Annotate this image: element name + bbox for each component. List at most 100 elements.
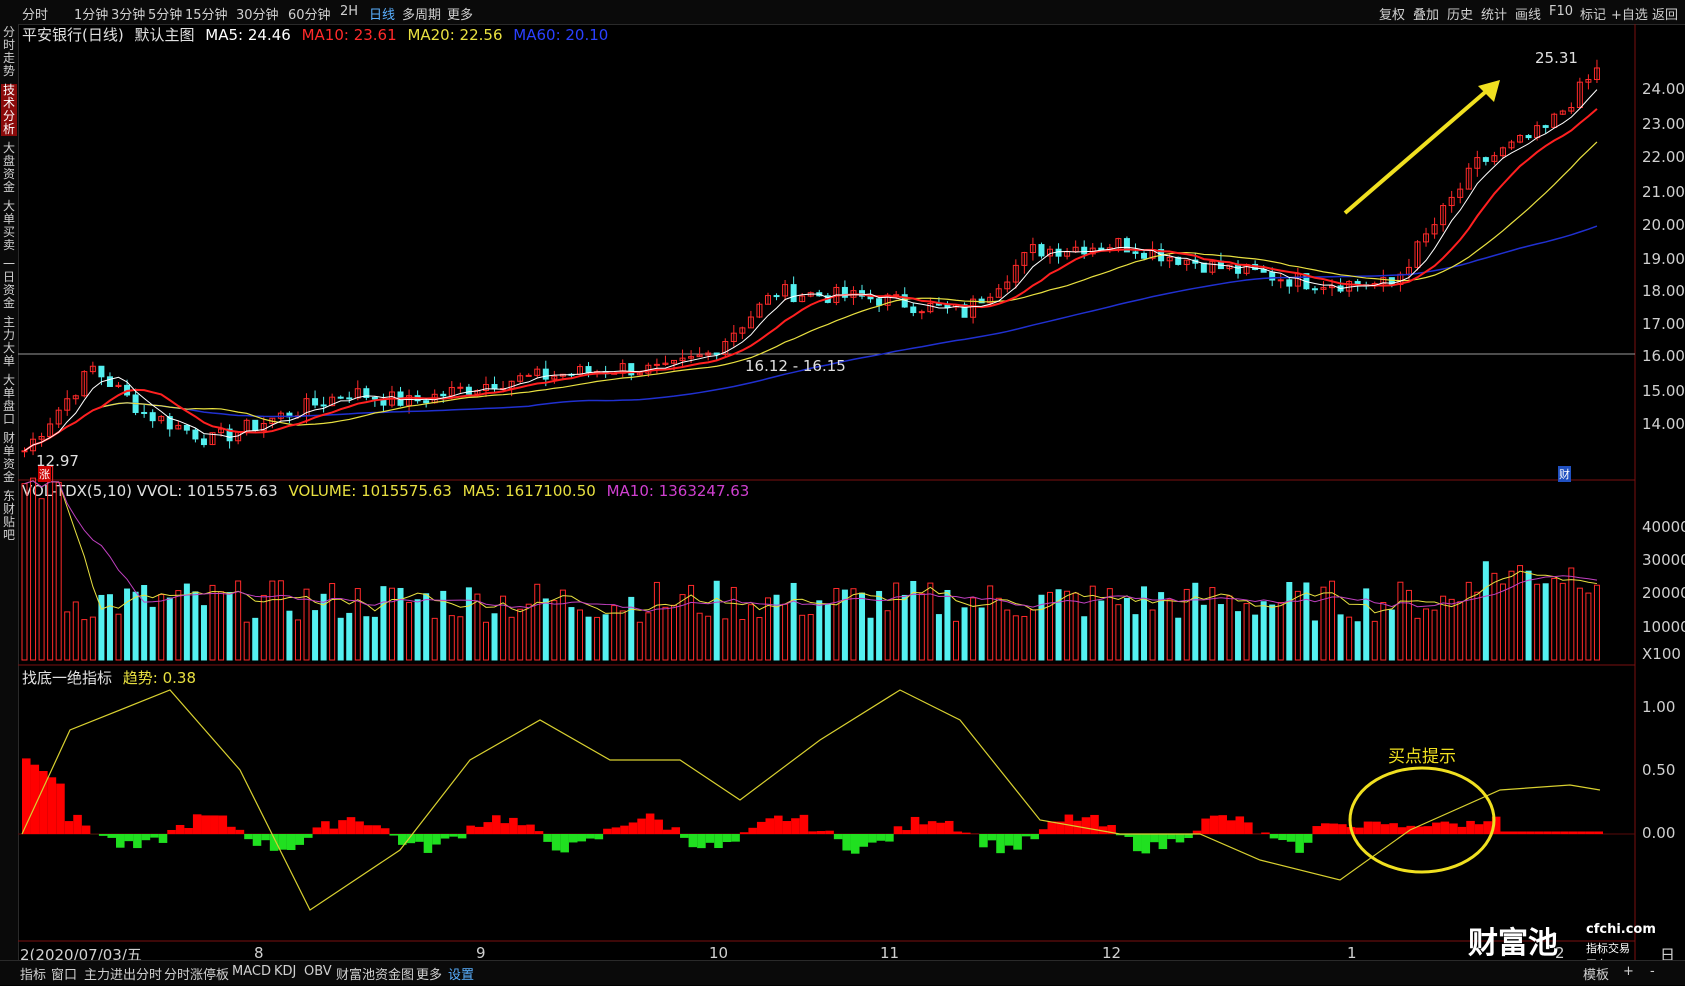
volume-bar [1287,583,1292,660]
template-button[interactable]: 模板 [1583,964,1609,983]
logo-brand: 财富池 [1468,918,1558,962]
indicator-bar [1227,820,1236,834]
indicator-bar [988,834,997,840]
volume-bar [1372,621,1377,660]
indicator-bar [1526,831,1535,834]
volume-bar [39,499,44,660]
volume-bar [868,618,873,660]
candle-body [338,397,343,398]
indicator-bar [125,834,134,841]
volume-bar [1594,585,1599,660]
indicator-bar [330,829,339,834]
candle-body [543,369,548,379]
candle-body [791,285,796,302]
indicator-bar [637,819,646,834]
tab-obv[interactable]: OBV [304,964,332,979]
indicator-bar [1475,824,1484,834]
volume-bar [971,598,976,660]
volume-bar [261,595,266,660]
volume-bar [1244,604,1249,660]
indicator-bar [364,825,373,834]
cfchi-logo: 财富池 cfchi.com 指标交易平台 [1468,918,1638,958]
volume-bar [1270,605,1275,660]
indicator-bar [1509,831,1518,834]
zoom-in-button[interactable]: + [1623,964,1634,979]
indicator-bar [116,834,125,848]
volume-bar [73,602,78,660]
indicator-bar [1090,815,1099,834]
volume-bar [988,586,993,660]
volume-bar [107,595,112,660]
tab-macd[interactable]: MACD [232,964,271,979]
volume-bar [714,581,719,660]
volume-bar [1347,617,1352,660]
zhang-badge[interactable]: 涨 [38,466,51,482]
indicator-bar [1535,831,1544,834]
volume-bar [595,617,600,660]
volume-bar [1278,603,1283,660]
tab-indicator[interactable]: 指标 [20,964,46,983]
indicator-bar [492,815,501,834]
candle-body [201,439,206,445]
indicator-bar [338,820,347,834]
volume-bar [253,618,258,660]
volume-bar [834,588,839,660]
volume-bar [176,591,181,660]
cai-badge[interactable]: 财 [1558,466,1571,482]
indicator-bar [1261,832,1270,834]
volume-bar [620,611,625,660]
volume-bar [1090,586,1095,660]
tab-kdj[interactable]: KDJ [274,964,296,979]
tab-more[interactable]: 更多 [416,964,442,983]
indicator-bar [1594,831,1603,834]
volume-bar [330,584,335,660]
indicator-bar [295,834,304,845]
indicator-bar [1321,823,1330,834]
indicator-bar [466,826,475,834]
candle-body [1526,136,1531,138]
high-price-label: 25.31 [1535,49,1578,67]
volume-bar [1236,612,1241,660]
volume-bar [1030,610,1035,660]
volume-bar [82,620,87,660]
volume-bar [295,620,300,660]
volume-bar [1218,605,1223,660]
volume-bar [432,618,437,660]
volume-bar [1577,588,1582,660]
candle-body [184,425,189,430]
indicator-bar [22,758,31,834]
tab-settings[interactable]: 设置 [448,964,474,983]
indicator-bar [1142,834,1151,853]
indicator-bar [1150,834,1159,842]
indicator-bar [1030,834,1039,839]
candle-body [253,420,258,430]
ma5-line [25,90,1597,451]
volume-bar [210,585,215,660]
zoom-out-button[interactable]: - [1650,964,1655,979]
volume-bar [552,601,557,660]
indicator-bar [808,831,817,834]
indicator-bar [56,784,65,834]
volume-bar [483,622,488,660]
candle-body [1278,280,1283,281]
indicator-bar [945,821,954,834]
indicator-bar [133,834,142,848]
candle-body [654,364,659,365]
tab-fund-chart[interactable]: 财富池资金图 [336,964,414,983]
volume-bar [201,606,206,660]
volume-bar [1304,583,1309,660]
tab-window[interactable]: 窗口 [51,964,77,983]
tab-limit-board[interactable]: 分时涨停板 [164,964,229,983]
candle-body [1099,248,1104,249]
candle-body [1483,158,1488,162]
candle-body [1312,289,1317,290]
indicator-bar [894,826,903,834]
logo-site: cfchi.com [1586,922,1656,937]
indicator-bar [1552,831,1561,834]
volume-bar [407,602,412,660]
volume-bar [748,605,753,660]
tab-main-flow[interactable]: 主力进出分时 [84,964,162,983]
indicator-bar [150,834,159,838]
volume-bar [706,616,711,660]
